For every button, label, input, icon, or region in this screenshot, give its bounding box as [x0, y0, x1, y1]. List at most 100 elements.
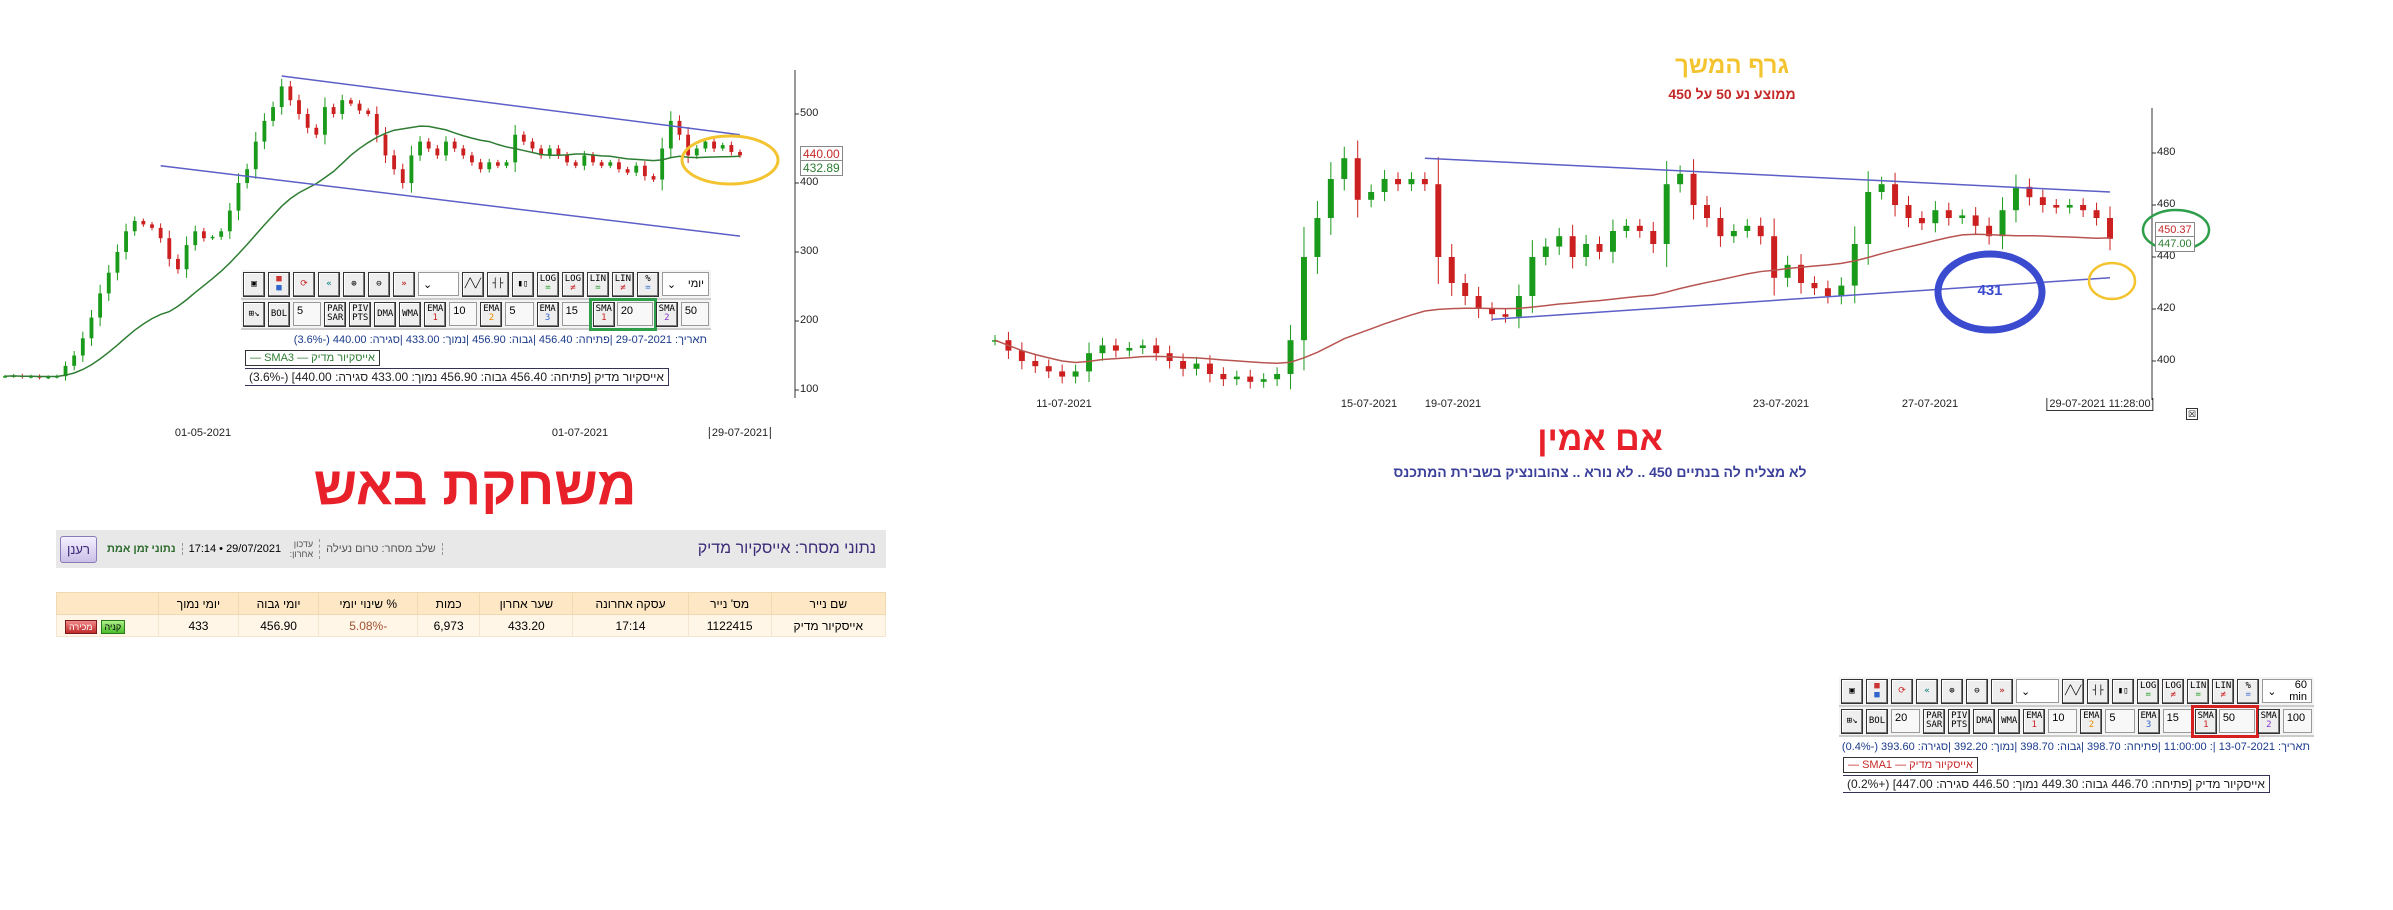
sma1-period-input[interactable]: 20: [616, 301, 653, 326]
ema1-period-input[interactable]: 10: [2048, 709, 2078, 733]
ema1-button[interactable]: EMA 1: [2023, 708, 2046, 734]
candle-body: [297, 100, 301, 114]
sma2-period-input[interactable]: 100: [2282, 709, 2313, 733]
candle-body: [1314, 218, 1321, 257]
pivpts-button[interactable]: PIV PTS: [1948, 708, 1971, 734]
log-notequal-button[interactable]: LOG ≠: [2162, 678, 2185, 704]
candle-body: [219, 231, 224, 237]
palette-icon[interactable]: ■ ■: [268, 271, 290, 297]
refresh-icon[interactable]: ⟳: [293, 271, 315, 297]
candle-body: [1865, 192, 1872, 244]
period-select[interactable]: 60 min ⌄: [2262, 679, 2312, 703]
sma2-period-input[interactable]: 50: [680, 302, 710, 326]
ema3-period-input[interactable]: 15: [561, 302, 590, 326]
ema3-period-input[interactable]: 15: [2162, 709, 2192, 733]
refresh-icon[interactable]: ⟳: [1891, 678, 1913, 704]
sma2-button[interactable]: SMA 2: [2257, 708, 2280, 734]
sell-button[interactable]: מכירה: [65, 619, 97, 634]
candle-body: [1018, 350, 1025, 361]
sma1-button[interactable]: SMA 1: [592, 301, 615, 327]
pivpts-button[interactable]: PIV PTS: [349, 301, 372, 327]
bol-period-input[interactable]: 20: [1891, 709, 1921, 733]
range-select[interactable]: ⌄: [418, 272, 459, 296]
candle-body: [1811, 283, 1818, 289]
ema3-button[interactable]: EMA 3: [536, 301, 559, 327]
candle-body: [1381, 179, 1388, 192]
candle-body: [530, 141, 535, 149]
scroll-right-icon[interactable]: »: [1991, 678, 2013, 704]
bol-button[interactable]: BOL: [268, 301, 290, 327]
candle-body: [1972, 215, 1979, 226]
scroll-left-icon[interactable]: «: [318, 271, 340, 297]
candle-body: [573, 162, 578, 166]
sma2-button[interactable]: SMA 2: [655, 301, 678, 327]
range-select[interactable]: ⌄: [2016, 679, 2060, 703]
candle-body: [1300, 257, 1307, 341]
candlestick-icon[interactable]: ▮▯: [2112, 678, 2135, 704]
candle-body: [167, 238, 172, 259]
sma1-period-input[interactable]: 50: [2218, 708, 2255, 733]
candlestick-icon[interactable]: ▮▯: [511, 271, 534, 297]
line-chart-icon[interactable]: ╱╲╱: [2062, 678, 2085, 704]
percent-button[interactable]: % =: [2237, 678, 2260, 704]
percent-button[interactable]: % =: [636, 271, 659, 297]
buy-button[interactable]: קניה: [100, 619, 126, 634]
scroll-right-icon[interactable]: »: [393, 271, 415, 297]
ema2-period-input[interactable]: 5: [505, 302, 534, 326]
candle-body: [1623, 225, 1630, 231]
ema2-period-input[interactable]: 5: [2105, 709, 2135, 733]
indicator-icon[interactable]: ⊞↘: [243, 301, 265, 327]
lin-equal-button[interactable]: LIN =: [2187, 678, 2210, 704]
ema2-button[interactable]: EMA 2: [2080, 708, 2103, 734]
ohlc-chart-icon[interactable]: ┤├: [2087, 678, 2110, 704]
log-equal-button[interactable]: LOG =: [2137, 678, 2160, 704]
zoom-in-icon[interactable]: ⊕: [1941, 678, 1963, 704]
dma-button[interactable]: DMA: [1973, 708, 1996, 734]
candle-body: [1757, 225, 1764, 237]
log-equal-button[interactable]: LOG =: [536, 271, 559, 297]
scroll-left-icon[interactable]: «: [1916, 678, 1938, 704]
ema2-button[interactable]: EMA 2: [480, 301, 503, 327]
ema1-period-input[interactable]: 10: [449, 302, 478, 326]
window-icon[interactable]: ▣: [1841, 678, 1863, 704]
ohlc-chart-icon[interactable]: ┤├: [486, 271, 509, 297]
candle-body: [1247, 376, 1254, 382]
sma1-button[interactable]: SMA 1: [2194, 708, 2217, 734]
ema3-button[interactable]: EMA 3: [2137, 708, 2160, 734]
dma-button[interactable]: DMA: [374, 301, 397, 327]
parsar-button[interactable]: PAR SAR: [1923, 708, 1946, 734]
candle-body: [565, 155, 569, 163]
candle-body: [435, 148, 440, 156]
period-select[interactable]: יומי ⌄: [661, 272, 709, 296]
log-notequal-button[interactable]: LOG ≠: [561, 271, 584, 297]
lin-notequal-button[interactable]: LIN ≠: [2212, 678, 2235, 704]
candle-body: [184, 245, 189, 270]
parsar-button[interactable]: PAR SAR: [324, 301, 347, 327]
zoom-out-icon[interactable]: ⊖: [368, 271, 390, 297]
indicator-icon[interactable]: ⊞↘: [1841, 708, 1863, 734]
palette-icon[interactable]: ■ ■: [1866, 678, 1888, 704]
lin-notequal-button[interactable]: LIN ≠: [611, 271, 634, 297]
refresh-button[interactable]: רענן: [60, 535, 97, 563]
candle-body: [729, 145, 734, 152]
bol-button[interactable]: BOL: [1866, 708, 1888, 734]
candle-body: [1287, 340, 1294, 374]
trading-header: נתוני מסחר: אייסקיור מדיק שלב מסחר: טרום…: [56, 530, 886, 568]
ema1-button[interactable]: EMA 1: [424, 301, 447, 327]
candle-body: [547, 148, 552, 156]
window-icon[interactable]: ▣: [243, 271, 265, 297]
candle-body: [1986, 225, 1993, 237]
zoom-out-icon[interactable]: ⊖: [1966, 678, 1988, 704]
wma-button[interactable]: WMA: [399, 301, 422, 327]
lin-equal-button[interactable]: LIN =: [586, 271, 609, 297]
candle-body: [1475, 296, 1482, 309]
wma-button[interactable]: WMA: [1998, 708, 2021, 734]
zoom-in-icon[interactable]: ⊕: [343, 271, 365, 297]
bol-period-input[interactable]: 5: [293, 302, 322, 326]
candle-body: [141, 220, 146, 225]
candle-body: [1878, 184, 1885, 192]
candle-body: [495, 162, 500, 166]
close-icon[interactable]: ☒: [2186, 408, 2198, 420]
line-chart-icon[interactable]: ╱╲╱: [461, 271, 484, 297]
candle-body: [124, 231, 128, 252]
